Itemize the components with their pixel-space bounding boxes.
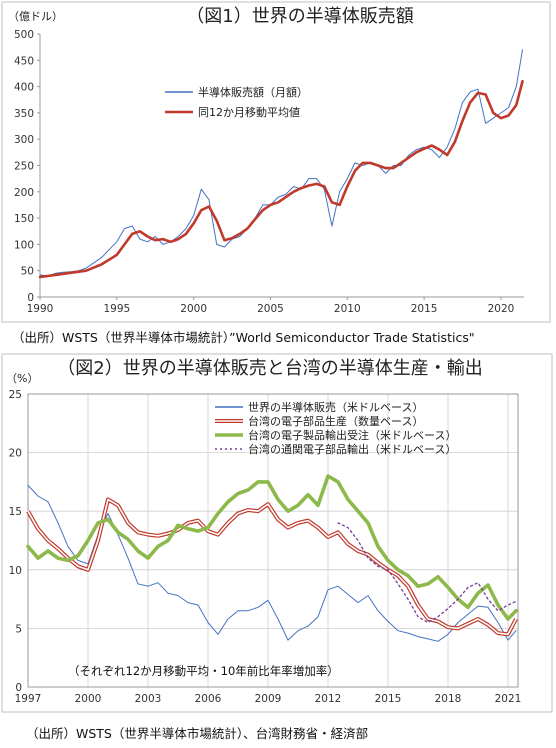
chart-2-svg: （図2）世界の半導体販売と台湾の半導体生産・輸出 （%） 0 5 10 15 20 25 199… (1, 353, 553, 741)
x-tick-label: 2010 (334, 303, 361, 315)
legend-label-0: 半導体販売額（月額） (198, 85, 308, 99)
y-tick-label: 20 (9, 448, 22, 460)
y-tick-label: 5 (15, 623, 22, 635)
y-tick-label: 200 (14, 187, 34, 199)
x-tick-label: 2000 (180, 303, 207, 315)
series-line-2 (26, 474, 518, 621)
x-tick-label: 2021 (495, 693, 522, 705)
chart-note: （それぞれ12か月移動平均・10年前比年率増加率） (68, 664, 339, 678)
y-tick-label: 150 (14, 213, 34, 225)
y-tick-label: 0 (15, 682, 22, 694)
x-tick-label: 2006 (195, 693, 222, 705)
x-tick-label: 2020 (488, 303, 515, 315)
x-tick-label: 1997 (15, 693, 42, 705)
series-line-0 (27, 484, 517, 642)
series-line-inner-1 (27, 498, 517, 636)
chart-source: （出所）WSTS（世界半導体市場統計）”World Semiconductor … (12, 330, 475, 345)
y-axis-unit-label: （億ドル） (8, 10, 63, 23)
chart-frame (1, 1, 551, 323)
legend-label-3: 台湾の通関電子部品輸出（米ドルベース） (248, 442, 456, 456)
x-tick-label: 2003 (135, 693, 162, 705)
legend-label-2: 台湾の電子製品輸出受注（米ドルベース） (248, 428, 456, 442)
series-line-1 (38, 80, 524, 279)
chart-panel-2: （図2）世界の半導体販売と台湾の半導体生産・輸出 （%） 0 5 10 15 20 25 199… (0, 352, 556, 748)
y-tick-label: 300 (14, 134, 34, 146)
chart-title: （図1）世界の半導体販売額 (186, 6, 413, 27)
y-tick-label: 10 (9, 565, 22, 577)
x-tick-label: 2015 (375, 693, 402, 705)
y-tick-label: 15 (9, 506, 22, 518)
y-axis-unit-label: （%） (6, 372, 38, 385)
y-tick-label: 100 (14, 239, 34, 251)
series-line-3 (337, 522, 517, 624)
chart-source: （出所）WSTS（世界半導体市場統計）、台湾財務省・経済部 (26, 726, 368, 741)
chart-1-svg: （図1）世界の半導体販売額 （億ドル） 0 50 100 150 200 250 300 350 4… (1, 1, 551, 345)
chart-panel-1: （図1）世界の半導体販売額 （億ドル） 0 50 100 150 200 250 300 350 4… (0, 0, 556, 352)
chart-title: （図2）世界の半導体販売と台湾の半導体生産・輸出 (57, 358, 482, 379)
x-tick-label: 2015 (411, 303, 438, 315)
x-tick-label: 1990 (27, 303, 54, 315)
x-tick-label: 2009 (255, 693, 282, 705)
legend-label-1: 同12か月移動平均値 (198, 105, 300, 119)
y-tick-label: 50 (21, 266, 34, 278)
y-tick-label: 450 (14, 55, 34, 67)
y-tick-label: 250 (14, 161, 34, 173)
y-tick-label: 25 (9, 389, 22, 401)
x-tick-label: 2005 (257, 303, 284, 315)
legend-label-1: 台湾の電子部品生産（数量ベース） (248, 414, 423, 428)
y-tick-label: 350 (14, 108, 34, 120)
y-tick-label: 500 (14, 29, 34, 41)
x-tick-label: 2000 (75, 693, 102, 705)
y-tick-label: 400 (14, 82, 34, 94)
plot-area-border (27, 393, 519, 688)
legend-label-0: 世界の半導体販売（米ドルベース） (248, 400, 423, 414)
x-tick-label: 2012 (315, 693, 342, 705)
y-tick-label: 0 (27, 292, 34, 304)
x-tick-label: 2018 (435, 693, 462, 705)
x-tick-label: 1995 (103, 303, 130, 315)
